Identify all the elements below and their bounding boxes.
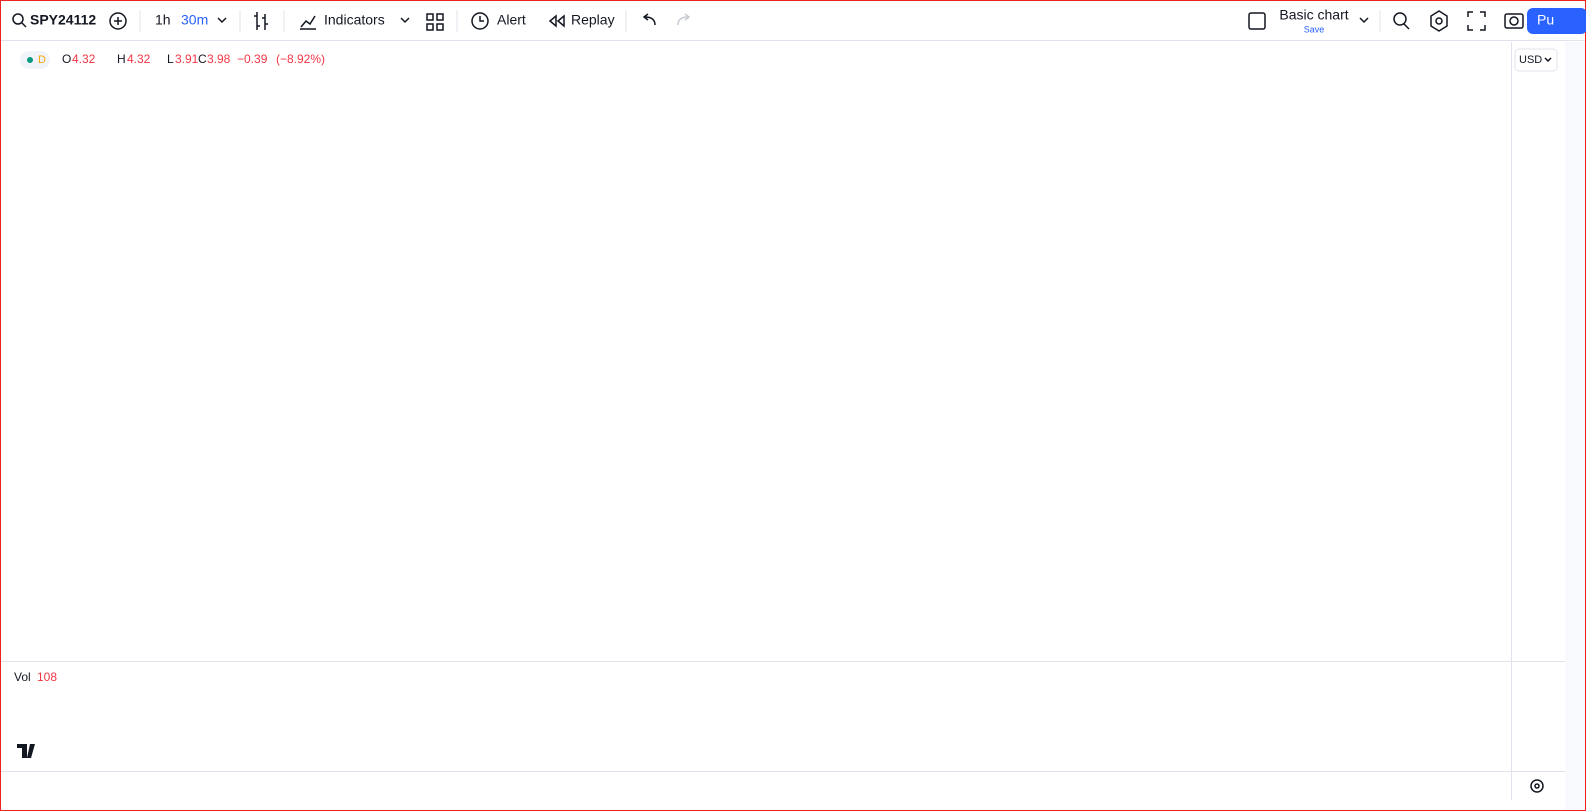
volume-label: Vol (14, 670, 31, 684)
templates-icon[interactable] (426, 13, 444, 31)
layout-name[interactable]: Basic chart (1279, 7, 1348, 23)
legend-open: 4.32 (72, 52, 96, 66)
publish-button[interactable] (1527, 8, 1586, 34)
legend-high: 4.32 (127, 52, 151, 66)
quick-search[interactable] (1393, 12, 1407, 26)
settings[interactable] (1430, 10, 1448, 32)
currency[interactable]: USD (1519, 54, 1542, 66)
currency-box[interactable] (1514, 48, 1558, 72)
interval-30m[interactable]: 30m (181, 12, 208, 28)
interval-1h[interactable]: 1h (155, 12, 171, 28)
status-dot (27, 57, 33, 63)
layout-icon[interactable] (1248, 12, 1266, 30)
search-icon[interactable] (12, 13, 24, 25)
layout-chevron[interactable] (1359, 17, 1369, 24)
interval-pill (20, 51, 50, 69)
side-strip (1565, 42, 1585, 810)
bar-style-icon[interactable] (254, 12, 268, 30)
axis-settings[interactable] (1530, 779, 1544, 793)
legend-l: L (167, 52, 174, 66)
alert-icon (479, 16, 484, 22)
indicators-chevron[interactable] (400, 17, 410, 24)
legend-change-pct: (−8.92%) (276, 52, 325, 66)
snapshot (1509, 16, 1519, 26)
alert[interactable]: Alert (497, 12, 526, 28)
save[interactable]: Save (1304, 24, 1325, 34)
add-symbol-plus (114, 17, 122, 25)
legend-o: O (62, 52, 71, 66)
legend-c: C (198, 52, 207, 66)
publish[interactable]: Pu (1537, 12, 1554, 28)
add-symbol[interactable] (109, 12, 127, 30)
indicators[interactable]: Indicators (324, 12, 385, 28)
labels: D O 4.32 H 4.32 L 3.91 C 3.98 −0.39 (−8.… (14, 48, 1558, 793)
search-icon (21, 22, 27, 28)
snapshot[interactable] (1504, 13, 1524, 29)
replay[interactable]: Replay (571, 12, 615, 28)
legend-change: −0.39 (237, 52, 268, 66)
legend-close: 3.98 (207, 52, 231, 66)
axis-settings (1534, 783, 1540, 789)
alert-icon[interactable] (471, 12, 489, 30)
settings (1435, 17, 1443, 25)
symbol[interactable]: SPY24112 (30, 12, 96, 28)
legend-low: 3.91 (175, 52, 199, 66)
undo[interactable] (642, 13, 656, 26)
toolbar: SPY24112 1h 30m Indicators Alert Replay … (1, 7, 1586, 41)
quick-search (1403, 23, 1410, 30)
indicators-icon[interactable] (300, 15, 316, 30)
legend-h: H (117, 52, 126, 66)
replay-icon[interactable] (548, 14, 565, 28)
volume-value: 108 (37, 670, 57, 684)
logo (17, 744, 35, 758)
legend-interval: D (38, 54, 46, 66)
fullscreen[interactable] (1467, 11, 1486, 31)
interval-chevron[interactable] (217, 17, 227, 24)
currency-chevron (1544, 57, 1552, 63)
redo[interactable] (677, 13, 691, 26)
